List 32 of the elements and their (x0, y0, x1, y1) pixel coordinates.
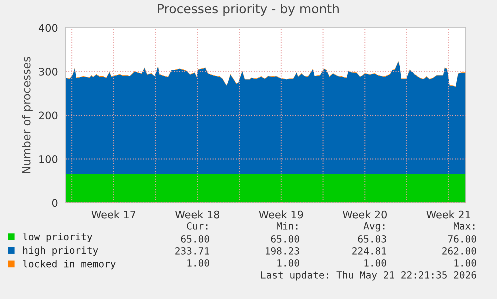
x-tick-label: Week 17 (92, 210, 136, 219)
y-tick-label: 200 (39, 112, 58, 120)
text: 233.71 (176, 247, 210, 255)
text: 76.00 (448, 235, 476, 243)
y-tick-label: 100 (40, 155, 58, 164)
legend-label: low priority (23, 233, 92, 242)
text: Max: (454, 222, 475, 230)
text: Cur: (187, 222, 208, 230)
text: 1.00 (188, 259, 210, 267)
text: 65.03 (358, 235, 386, 243)
legend-label: locked in memory (23, 260, 116, 270)
x-tick-label: Week 18 (175, 210, 220, 219)
x-tick-label: Week 19 (259, 210, 304, 219)
y-tick-label: 0 (52, 199, 58, 208)
text: Avg: (364, 222, 385, 232)
x-tick-label: Week 21 (426, 210, 470, 219)
text: Last update: Thu May 21 22:21:35 2026 (261, 271, 476, 281)
text: 1.00 (278, 259, 300, 267)
text: 198.23 (266, 247, 300, 255)
y-tick-label: 300 (39, 68, 58, 76)
text: 65.00 (271, 235, 300, 243)
y-axis-title: Number of processes (22, 57, 33, 174)
legend-label: high priority (24, 246, 98, 256)
text: 65.00 (181, 235, 210, 243)
y-tick-label: 400 (38, 24, 58, 32)
text: 1.00 (364, 259, 386, 267)
text: 262.00 (442, 247, 476, 255)
text: 1.00 (454, 259, 476, 267)
text: 224.81 (352, 247, 386, 255)
text: Min: (276, 222, 298, 230)
x-tick-label: Week 20 (342, 210, 388, 219)
chart-title: Processes priority - by month (158, 4, 339, 16)
